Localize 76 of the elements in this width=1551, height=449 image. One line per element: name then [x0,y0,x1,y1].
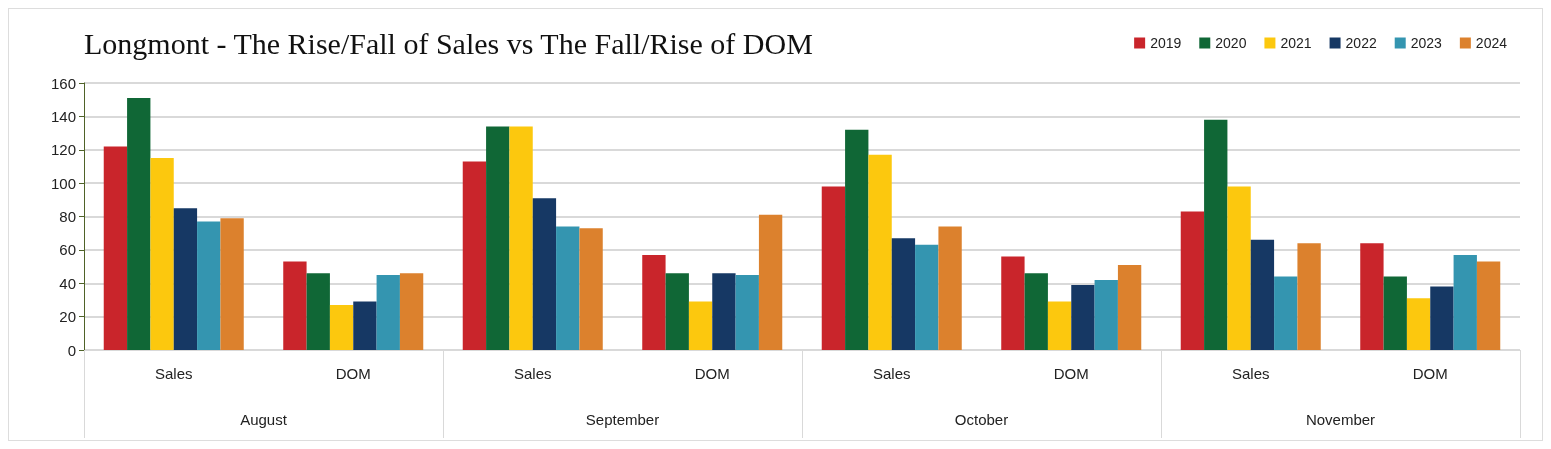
bar [173,208,198,350]
y-tick-label: 40 [59,274,76,292]
bar [1071,284,1095,350]
y-tick-label: 160 [50,74,76,92]
bar [150,158,174,350]
bar [1227,186,1251,350]
bar [1204,119,1228,350]
bar [399,273,424,350]
bar [579,228,603,350]
bar [938,226,962,350]
bar [735,274,759,350]
bar [486,126,510,350]
bar [1180,211,1205,350]
text: August [240,411,288,428]
x-tick-label: Sales [513,365,552,382]
y-tick-label: 20 [59,308,76,326]
x-tick-label: DOM [1053,365,1089,382]
x-tick-label: Sales [872,365,911,382]
bar [127,98,151,350]
bar [329,304,354,350]
bar [283,261,307,350]
bar [758,214,783,350]
bar [1094,279,1118,350]
bar [306,273,330,350]
y-tick-label: 0 [67,341,76,359]
x-tick-label: DOM [1412,365,1448,382]
bar [1383,276,1407,350]
bar [891,238,916,350]
bar [1117,264,1142,350]
bar [1250,239,1275,350]
bar [642,254,666,350]
text: November [1305,411,1376,428]
bar [376,274,400,350]
bar [462,161,487,350]
bar [1297,243,1321,350]
bar [509,126,533,350]
bar [1274,276,1298,350]
x-tick-label: DOM [694,365,730,382]
bar [197,221,221,350]
bar [712,273,736,350]
bar [532,198,557,350]
legend-label: 2021 [1280,35,1312,51]
legend-label: 2019 [1150,35,1182,51]
legend-label: 2020 [1215,35,1247,51]
legend-label: 2022 [1345,35,1377,51]
bar [1024,273,1048,350]
bar [556,226,580,350]
bar [1453,254,1477,350]
text: October [954,411,1009,428]
bar [868,154,892,350]
bar [1001,256,1025,350]
bar [1360,243,1384,350]
y-tick-label: 80 [59,208,76,225]
text: September [585,411,660,428]
bar [1476,261,1501,350]
bar [665,273,689,350]
y-tick-label: 60 [59,241,76,259]
bar [845,129,869,350]
x-tick-label: DOM [335,365,371,382]
bar [1047,301,1072,350]
legend-label: 2023 [1410,35,1443,51]
bar [821,186,846,350]
bar [1430,286,1454,350]
y-tick-label: 120 [50,141,76,159]
chart-title: Longmont - The Rise/Fall of Sales vs The Fall/Rise of DOM [84,26,813,60]
x-tick-label: Sales [154,365,193,382]
y-tick-label: 100 [50,174,76,192]
legend-label: 2024 [1475,35,1508,51]
y-tick-label: 140 [50,107,76,125]
bar [688,301,713,350]
x-tick-label: Sales [1231,365,1270,382]
bar [353,301,377,350]
bar [915,244,939,350]
bar [103,146,128,350]
bar [1406,298,1431,350]
bar [220,218,244,350]
